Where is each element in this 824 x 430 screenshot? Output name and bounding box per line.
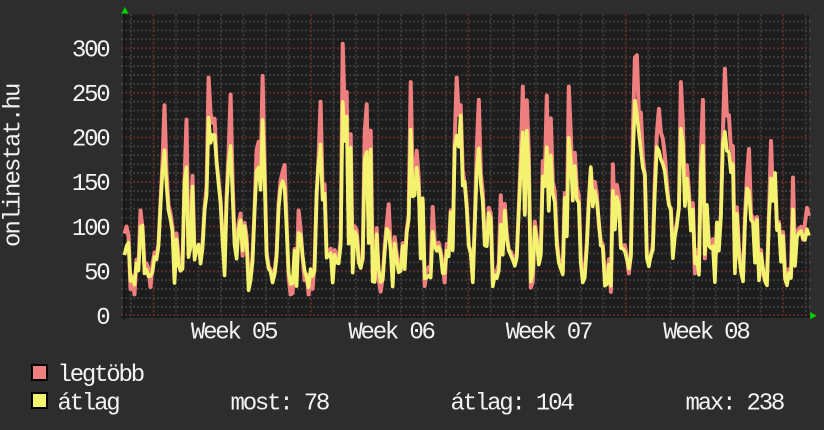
svg-text:átlag: átlag [58,390,120,417]
svg-text:300: 300 [72,37,109,64]
svg-text:max: 238: max: 238 [686,390,784,417]
svg-text:legtöbb: legtöbb [58,362,144,389]
svg-text:50: 50 [84,260,109,287]
svg-text:onlinestat.hu: onlinestat.hu [1,84,28,247]
svg-text:most: 78: most: 78 [231,390,329,417]
svg-text:Week 06: Week 06 [348,320,434,347]
svg-text:átlag: 104: átlag: 104 [451,390,575,417]
svg-text:Week 05: Week 05 [191,320,277,347]
svg-text:200: 200 [72,127,109,154]
svg-text:0: 0 [96,305,109,332]
svg-text:Week 08: Week 08 [663,320,749,347]
svg-text:250: 250 [72,82,109,109]
svg-text:Week 07: Week 07 [506,320,592,347]
svg-text:100: 100 [72,216,109,243]
svg-text:150: 150 [72,171,109,198]
